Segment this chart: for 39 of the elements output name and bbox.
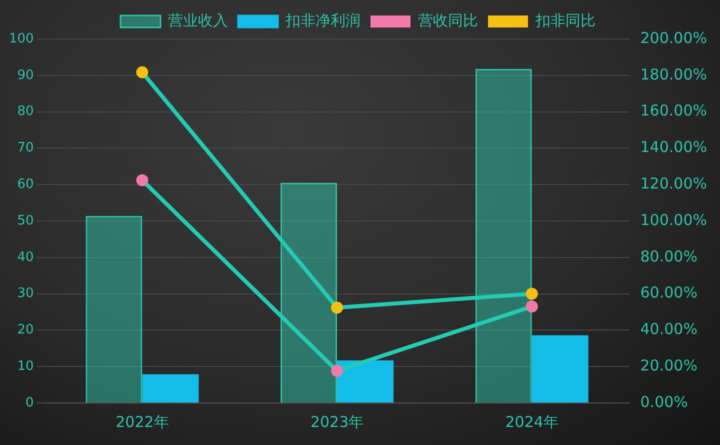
y-tick-label: 70 bbox=[17, 140, 34, 156]
y-tick-label: 80 bbox=[17, 104, 34, 120]
y-tick-label: 60 bbox=[17, 176, 34, 192]
x-tick-label: 2023年 bbox=[310, 412, 364, 431]
y2-tick-label: 160.00% bbox=[640, 102, 708, 120]
legend-label: 营业收入 bbox=[168, 11, 228, 30]
legend-label: 营收同比 bbox=[418, 11, 478, 30]
point bbox=[331, 302, 344, 314]
y2-tick-label: 80.00% bbox=[640, 247, 698, 266]
x-tick-label: 2024年 bbox=[505, 412, 558, 431]
x-tick-label: 2022年 bbox=[116, 412, 169, 431]
y2-tick-label: 60.00% bbox=[640, 284, 698, 302]
y-tick-label: 10 bbox=[17, 358, 34, 374]
point bbox=[526, 300, 538, 313]
y2-tick-label: 120.00% bbox=[640, 174, 708, 192]
y2-tick-label: 40.00% bbox=[640, 320, 698, 338]
y-tick-label: 30 bbox=[17, 286, 34, 302]
point bbox=[136, 174, 148, 186]
y2-tick-label: 140.00% bbox=[640, 138, 708, 156]
y-tick-label: 50 bbox=[17, 213, 34, 228]
y2-tick-label: 100.00% bbox=[640, 210, 708, 229]
point bbox=[526, 288, 538, 300]
y2-tick-label: 180.00% bbox=[640, 65, 708, 84]
y-tick-label: 100 bbox=[8, 31, 34, 46]
legend-label: 扣非净利润 bbox=[284, 11, 360, 30]
legend-label: 扣非同比 bbox=[534, 11, 596, 30]
point bbox=[136, 66, 148, 78]
y-tick-label: 20 bbox=[17, 322, 34, 338]
bar bbox=[532, 335, 588, 402]
y2-tick-label: 20.00% bbox=[640, 356, 698, 374]
y2-tick-label: 200.00% bbox=[640, 28, 708, 47]
bar bbox=[142, 374, 199, 402]
y-tick-label: 40 bbox=[17, 250, 34, 265]
bar bbox=[86, 216, 142, 402]
y2-tick-label: 0.00% bbox=[640, 392, 688, 411]
bar bbox=[337, 360, 394, 402]
y-tick-label: 0 bbox=[26, 395, 34, 410]
y-tick-label: 90 bbox=[17, 68, 34, 83]
point bbox=[331, 364, 344, 377]
